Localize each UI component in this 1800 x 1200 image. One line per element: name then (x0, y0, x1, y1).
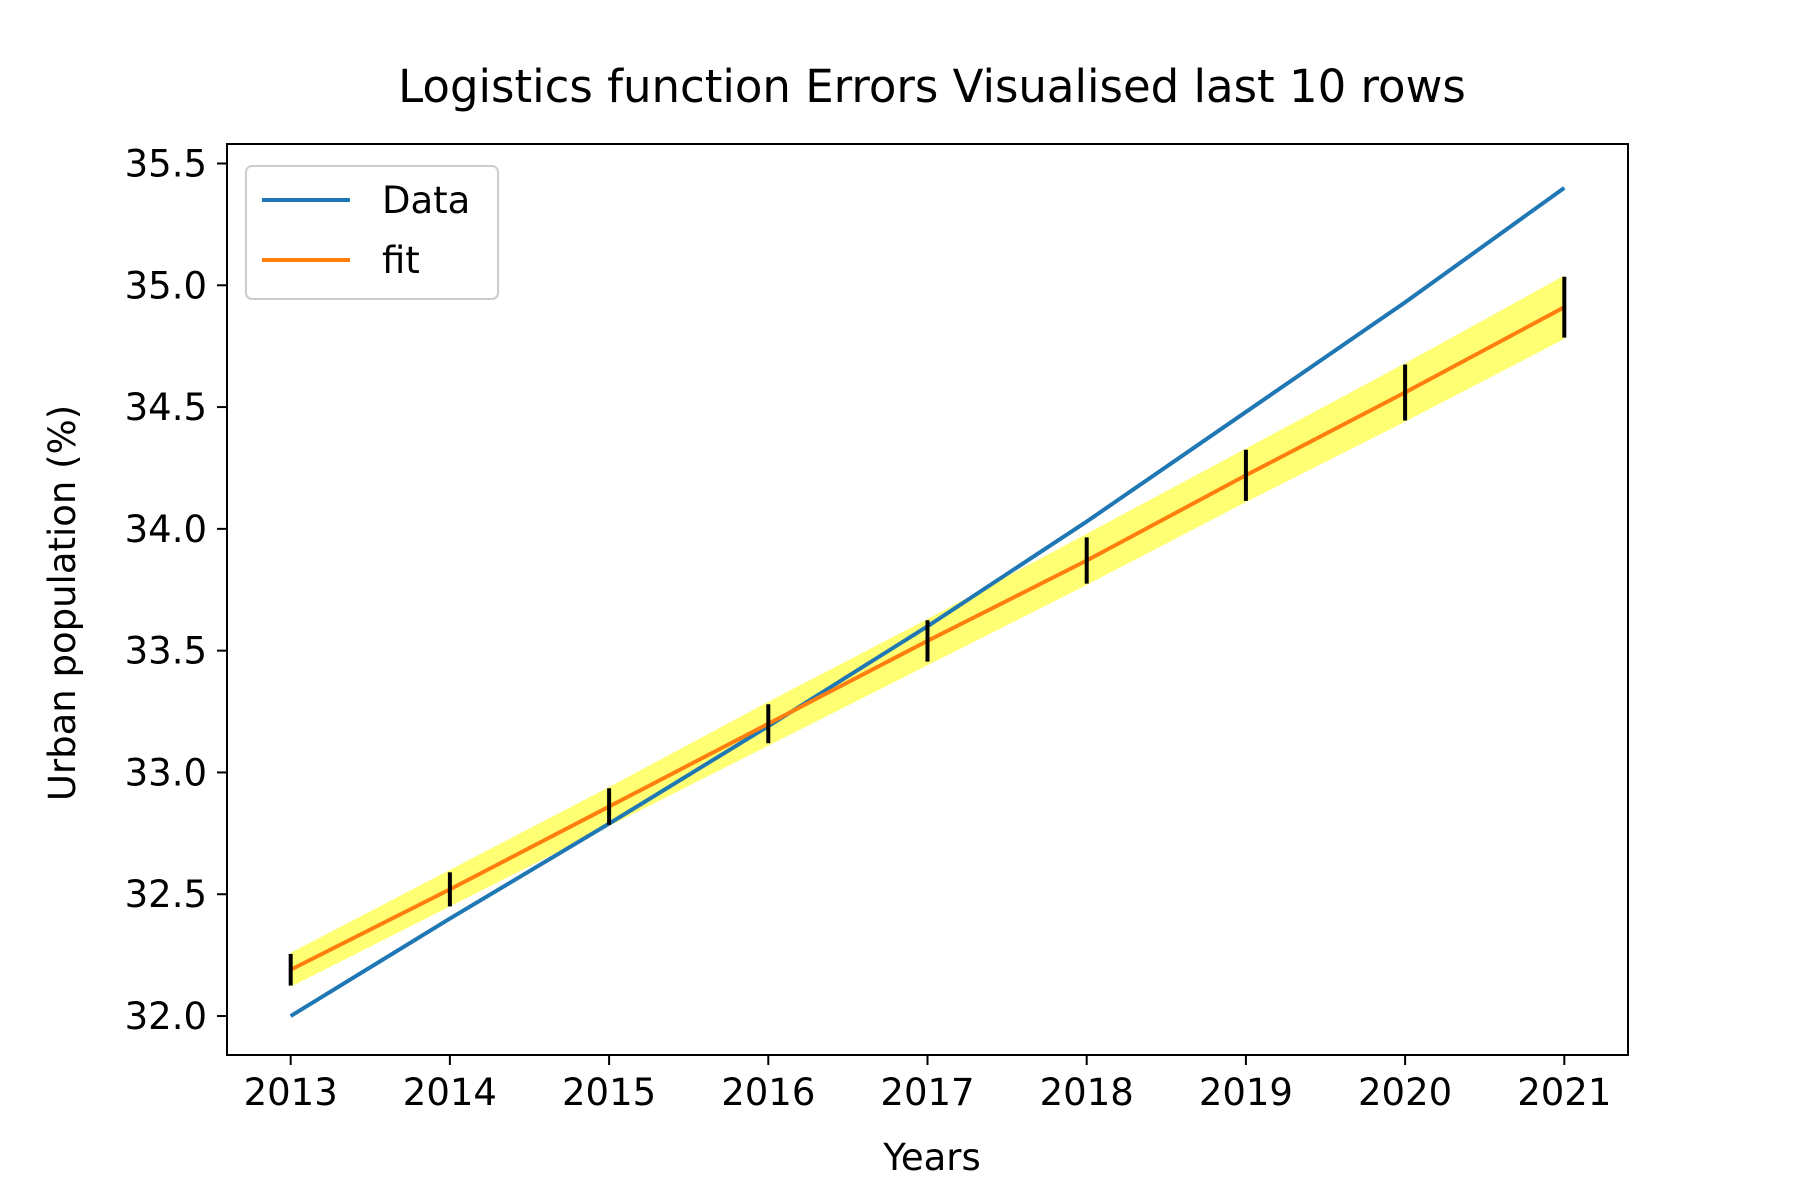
y-axis: 32.0 32.5 33.0 33.5 34.0 34.5 35.0 35.5 (125, 142, 227, 1038)
y-tick-label: 32.5 (125, 873, 207, 916)
x-axis-label: Years (882, 1136, 981, 1179)
y-tick-label: 34.0 (125, 508, 207, 551)
x-tick-label: 2017 (880, 1071, 974, 1114)
y-tick-label: 33.5 (125, 630, 207, 673)
x-tick-label: 2015 (562, 1071, 656, 1114)
y-tick-label: 35.0 (125, 264, 207, 307)
y-tick-label: 32.0 (125, 995, 207, 1038)
x-tick-label: 2013 (244, 1071, 338, 1114)
x-tick-label: 2014 (403, 1071, 497, 1114)
x-tick-label: 2019 (1199, 1071, 1293, 1114)
y-tick-label: 34.5 (125, 386, 207, 429)
legend: Data fit (245, 165, 499, 300)
y-axis-label: Urban population (%) (41, 405, 84, 801)
y-tick-label: 35.5 (125, 142, 207, 185)
legend-label-fit: fit (382, 239, 420, 282)
y-tick-label: 33.0 (125, 751, 207, 794)
x-tick-label: 2020 (1358, 1071, 1452, 1114)
plot-area (288, 186, 1567, 1018)
x-tick-label: 2021 (1517, 1071, 1611, 1114)
x-axis: 2013 2014 2015 2016 2017 2018 2019 2020 2021 (244, 1055, 1611, 1114)
x-tick-label: 2016 (721, 1071, 815, 1114)
legend-label-data: Data (382, 179, 470, 222)
x-tick-label: 2018 (1040, 1071, 1134, 1114)
chart-title: Logistics function Errors Visualised las… (398, 60, 1466, 113)
